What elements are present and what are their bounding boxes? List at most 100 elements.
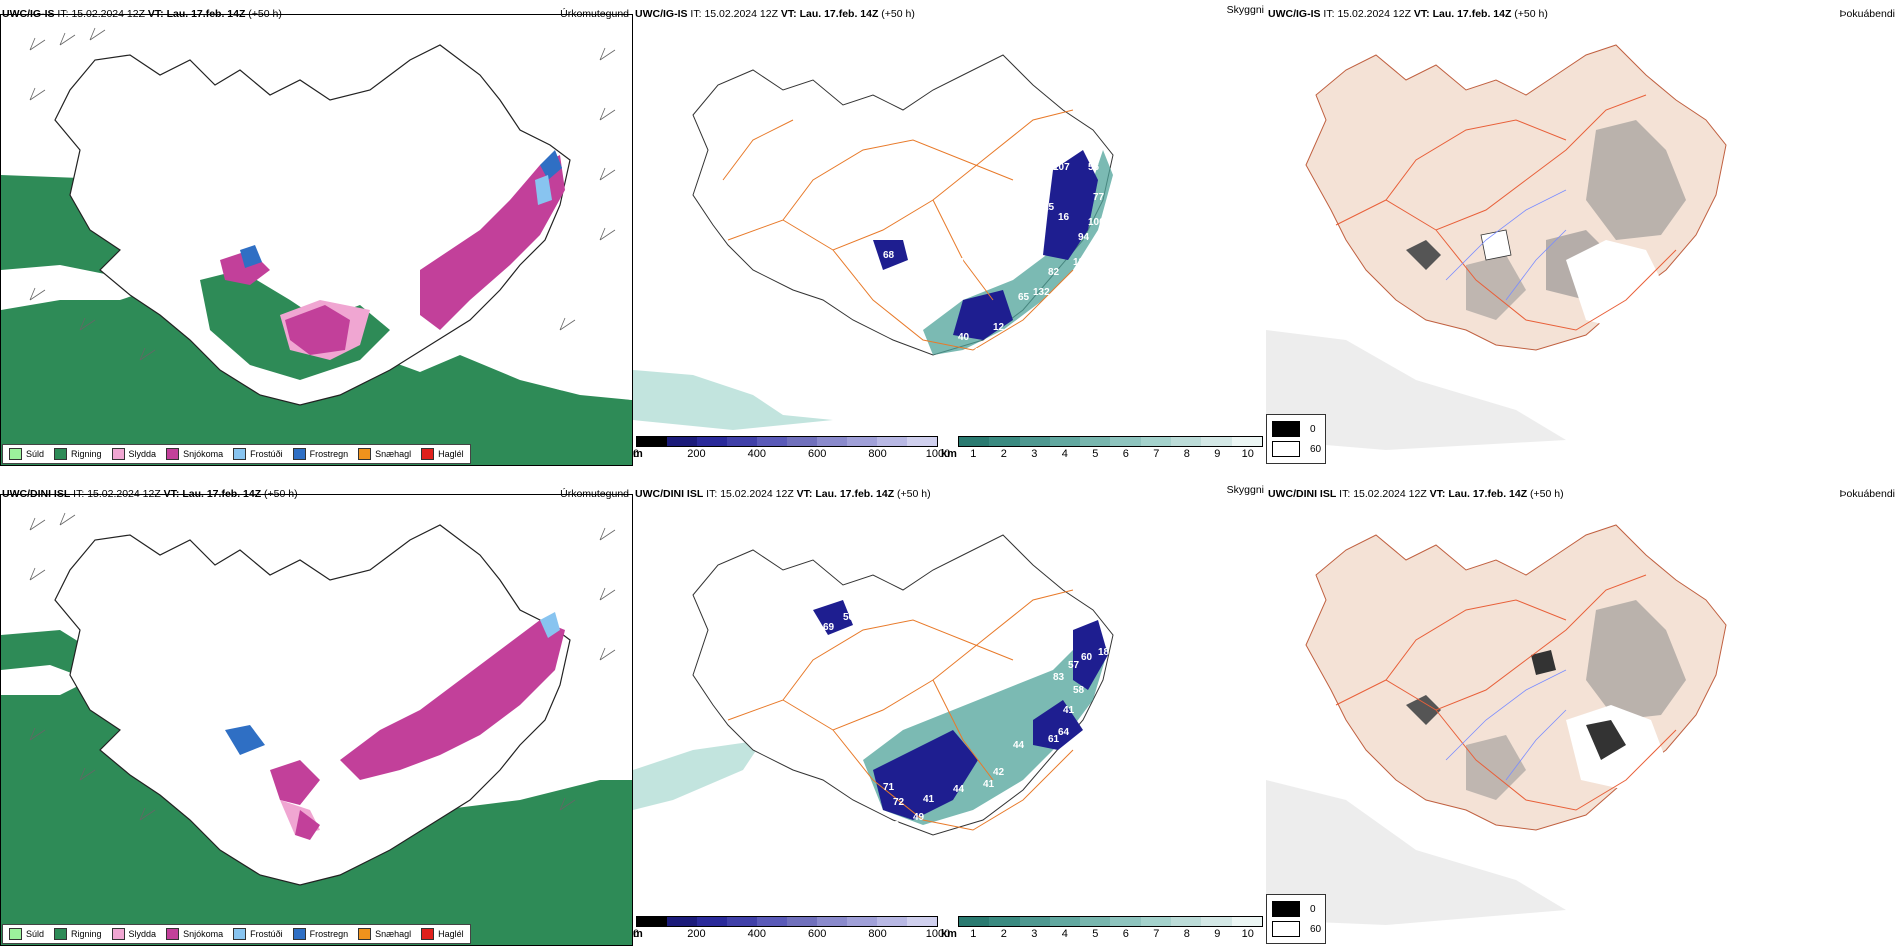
precip-legend-label: Slydda xyxy=(129,449,157,459)
precip-title: Úrkomutegund xyxy=(560,8,629,20)
visibility-value-label: 132 xyxy=(1033,287,1050,298)
terrain-colorbar-step xyxy=(817,917,847,926)
visibility-value-label: 107 xyxy=(1053,162,1070,173)
visibility-value-label: 57 xyxy=(1068,660,1080,671)
precip-legend-label: Snæhagl xyxy=(375,929,411,939)
visibility-value-label: 93 xyxy=(1028,127,1040,138)
visibility-value-label: 62 xyxy=(753,832,765,843)
visibility-value-label: 34 xyxy=(953,257,965,268)
terrain-tick-label: 0 xyxy=(633,928,639,940)
terrain-tick-label: 800 xyxy=(868,448,886,460)
visibility-tick-label: 1 xyxy=(970,928,976,940)
visibility-value-label: 109 xyxy=(895,597,912,608)
visibility-title: Skyggni xyxy=(1227,484,1264,496)
precip-legend-item: Haglél xyxy=(421,928,464,940)
visibility-map-top: 681288493186120 1076456771069412982132651… xyxy=(633,0,1266,470)
fog-panel-top: UWC/IG-IS IT: 15.02.2024 12Z VT: Lau. 17… xyxy=(1266,0,1899,470)
visibility-value-label: 77 xyxy=(1093,192,1105,203)
visibility-value-label: 41 xyxy=(983,779,995,790)
precip-legend-swatch xyxy=(293,928,306,940)
precip-legend-item: Snjókoma xyxy=(166,448,223,460)
visibility-tick-label: 2 xyxy=(1001,448,1007,460)
visibility-unit: km xyxy=(941,928,957,940)
visibility-colorbar-step xyxy=(1050,437,1080,446)
visibility-colorbar-step xyxy=(1201,437,1231,446)
terrain-colorbar: 0 200 400 600 800 1000 xyxy=(636,916,938,944)
visibility-value-label: 84 xyxy=(843,254,855,265)
terrain-colorbar-step xyxy=(877,437,907,446)
visibility-colorbar-step xyxy=(1232,437,1262,446)
visibility-value-label: 94 xyxy=(1078,232,1090,243)
fog-panel-bottom: UWC/DINI ISL IT: 15.02.2024 12Z VT: Lau.… xyxy=(1266,480,1899,950)
visibility-colorbar-step xyxy=(1050,917,1080,926)
terrain-colorbar-step xyxy=(727,437,757,446)
fog-legend-row: 0 xyxy=(1272,901,1316,917)
visibility-colorbar-step xyxy=(1141,437,1171,446)
visibility-value-label: 13 xyxy=(918,382,930,393)
precip-legend-swatch xyxy=(9,448,22,460)
terrain-tick-label: 600 xyxy=(808,448,826,460)
precip-legend-swatch xyxy=(166,928,179,940)
visibility-tick-label: 5 xyxy=(1092,928,1098,940)
visibility-tick-label: 9 xyxy=(1214,928,1220,940)
precip-map-bottom xyxy=(0,480,633,950)
precip-legend-item: Rigning xyxy=(54,928,102,940)
visibility-value-label: 128 xyxy=(858,274,875,285)
terrain-colorbar-strip xyxy=(636,436,938,447)
visibility-tick-label: 5 xyxy=(1092,448,1098,460)
visibility-value-label: 89 xyxy=(1083,592,1095,603)
visibility-tick-label: 6 xyxy=(1123,928,1129,940)
fog-legend: 0 60 xyxy=(1266,894,1326,944)
visibility-value-label: 76 xyxy=(1043,634,1055,645)
visibility-value-label: 22 xyxy=(988,247,1000,258)
precip-legend-swatch xyxy=(358,448,371,460)
precip-legend-swatch xyxy=(293,448,306,460)
visibility-header: UWC/DINI ISL IT: 15.02.2024 12Z VT: Lau.… xyxy=(635,488,931,500)
visibility-colorbar-step xyxy=(1020,437,1050,446)
terrain-colorbar-step xyxy=(877,917,907,926)
visibility-value-label: 129 xyxy=(1073,257,1090,268)
precip-legend-label: Slydda xyxy=(129,929,157,939)
fog-legend: 0 60 xyxy=(1266,414,1326,464)
precip-legend-swatch xyxy=(112,928,125,940)
precip-legend-swatch xyxy=(54,448,67,460)
terrain-tick-label: 200 xyxy=(687,928,705,940)
visibility-colorbar-step xyxy=(1171,917,1201,926)
terrain-colorbar-step xyxy=(727,917,757,926)
visibility-value-label: 40 xyxy=(958,332,970,343)
visibility-colorbar-step xyxy=(959,917,989,926)
visibility-tick-label: 10 xyxy=(1242,448,1254,460)
precip-legend-swatch xyxy=(421,928,434,940)
visibility-value-label: 38 xyxy=(983,602,995,613)
visibility-tick-label: 7 xyxy=(1153,928,1159,940)
terrain-colorbar-step xyxy=(667,917,697,926)
visibility-value-label: 7 xyxy=(933,360,939,371)
terrain-colorbar-step xyxy=(847,437,877,446)
terrain-colorbar-step xyxy=(757,917,787,926)
visibility-tick-label: 4 xyxy=(1062,448,1068,460)
terrain-tick-label: 800 xyxy=(868,928,886,940)
visibility-colorbar: 1 2 3 4 5 6 7 8 9 10 xyxy=(958,436,1263,464)
terrain-tick-label: 600 xyxy=(808,928,826,940)
visibility-colorbar-step xyxy=(959,437,989,446)
visibility-colorbar-step xyxy=(989,437,1019,446)
precip-legend-swatch xyxy=(112,448,125,460)
terrain-colorbar-strip xyxy=(636,916,938,927)
visibility-value-label: 44 xyxy=(1013,740,1025,751)
visibility-colorbar-step xyxy=(1141,917,1171,926)
visibility-value-label: 106 xyxy=(1088,217,1105,228)
visibility-value-label: 91 xyxy=(1048,612,1060,623)
terrain-colorbar-step xyxy=(817,437,847,446)
visibility-colorbar-strip xyxy=(958,436,1263,447)
precip-legend-item: Rigning xyxy=(54,448,102,460)
visibility-value-label: 69 xyxy=(733,812,745,823)
precip-legend-item: Frostúði xyxy=(233,928,283,940)
visibility-value-label: 65 xyxy=(1018,292,1030,303)
visibility-value-label: 44 xyxy=(973,347,985,358)
precip-legend-item: Snjókoma xyxy=(166,928,223,940)
visibility-tick-label: 9 xyxy=(1214,448,1220,460)
visibility-colorbar-step xyxy=(1201,917,1231,926)
precip-legend-swatch xyxy=(166,448,179,460)
precip-legend-item: Slydda xyxy=(112,928,157,940)
visibility-panel-top: 68 128 84 93 186 120 107 64 56 77 106 94 129 82 132 65 1… xyxy=(633,0,1266,470)
